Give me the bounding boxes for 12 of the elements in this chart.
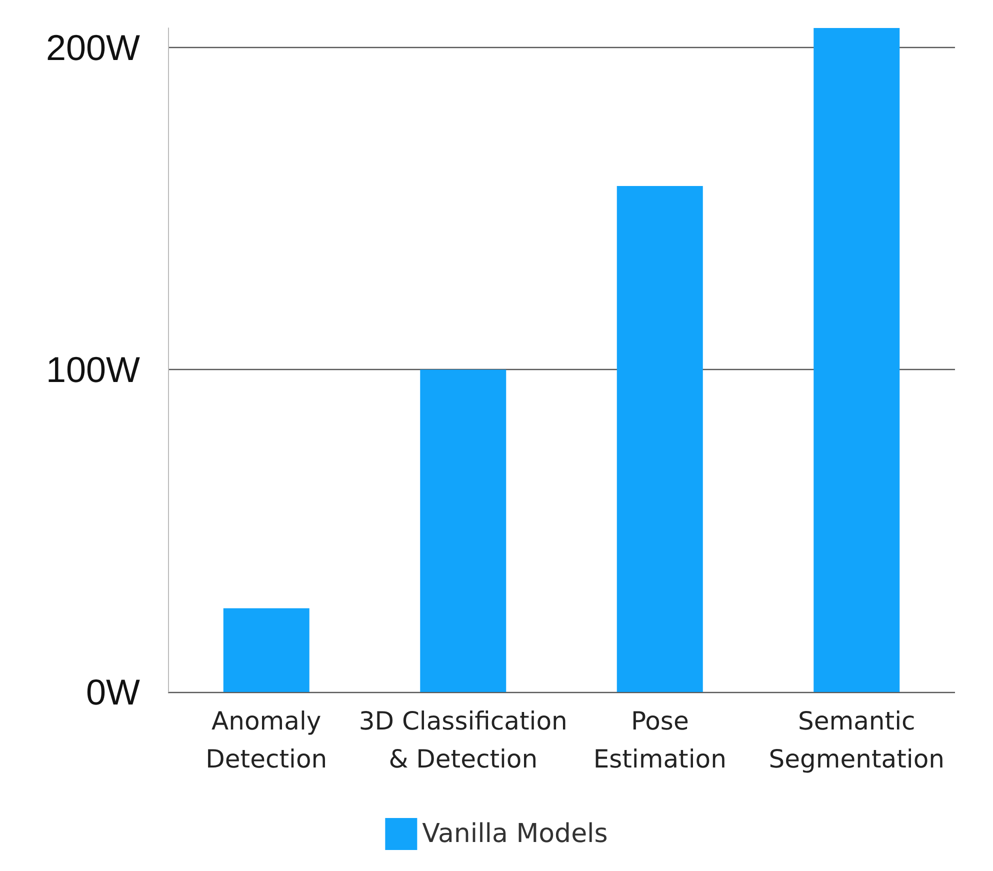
y-tick-label: 100W — [46, 349, 140, 390]
bar — [223, 608, 310, 692]
x-tick-label: 3D Classification & Detection — [358, 706, 568, 774]
bar — [420, 370, 506, 692]
bar — [814, 28, 900, 692]
bar — [616, 186, 703, 692]
x-tick-label: Pose Estimation — [593, 706, 726, 774]
legend-label: Vanilla Models — [422, 819, 608, 849]
x-tick-label: Semantic Segmentation — [768, 706, 944, 774]
y-tick-label: 200W — [46, 26, 140, 68]
x-tick-label: Anomaly Detection — [206, 706, 328, 774]
y-tick-label: 0W — [86, 672, 140, 712]
